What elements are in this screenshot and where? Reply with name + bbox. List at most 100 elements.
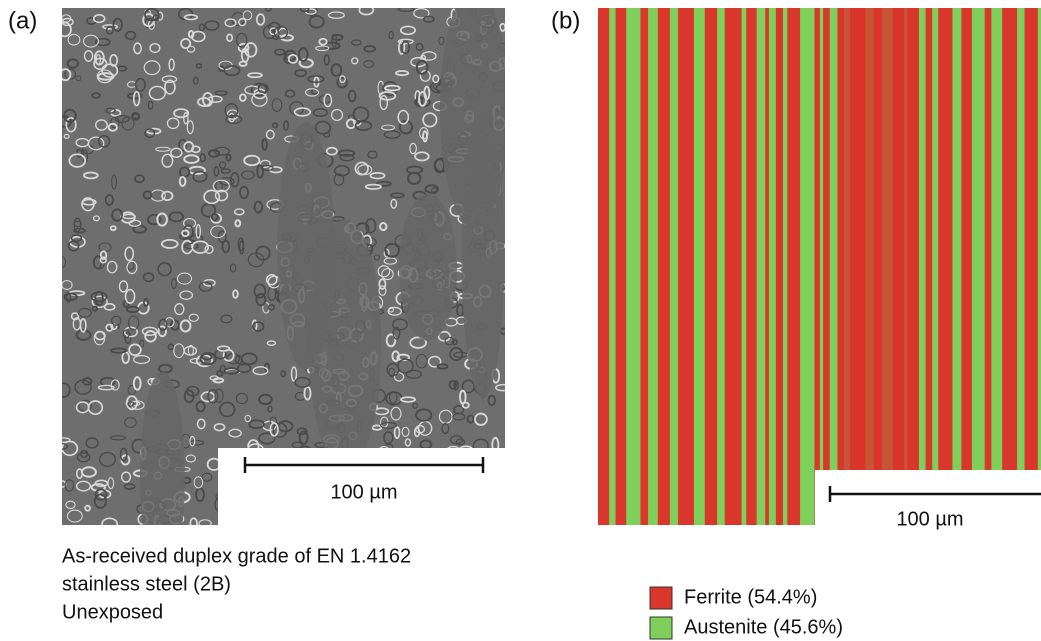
grain [384, 84, 401, 92]
grain [393, 372, 405, 382]
grain [371, 424, 383, 431]
grain [106, 260, 118, 274]
grain [415, 42, 424, 51]
grain [367, 509, 383, 522]
grain [103, 303, 116, 311]
grain [308, 15, 325, 29]
grain [122, 213, 136, 220]
grain [407, 171, 422, 185]
grain [111, 315, 122, 326]
grain [73, 227, 86, 234]
grain [198, 281, 213, 292]
grain [214, 388, 224, 403]
grain [203, 189, 221, 205]
scale-bar-label: 100 µm [330, 481, 397, 503]
grain [296, 427, 308, 436]
grain [265, 129, 275, 140]
grain [336, 76, 348, 89]
grain [287, 53, 299, 64]
grain [176, 272, 193, 285]
grain [126, 260, 138, 275]
grain [470, 498, 482, 504]
grain [66, 58, 79, 69]
grain [99, 250, 108, 261]
grain [411, 496, 429, 505]
grain [225, 153, 232, 162]
grain [127, 401, 135, 407]
grain [98, 451, 116, 467]
grain [66, 509, 83, 523]
grain [168, 211, 185, 223]
grain [262, 24, 277, 40]
grain [284, 89, 296, 98]
grain [114, 115, 130, 123]
grain [444, 445, 462, 461]
grain [179, 319, 192, 333]
grain [111, 208, 124, 222]
grain [412, 493, 429, 503]
grain [178, 138, 188, 152]
grain [422, 502, 432, 513]
grain [237, 42, 250, 53]
grain [189, 435, 196, 447]
grain [147, 100, 154, 110]
grain [466, 414, 475, 424]
grain [333, 173, 345, 186]
grain [155, 146, 171, 152]
grain [186, 45, 196, 53]
ferrite-band [837, 8, 844, 525]
grain [339, 75, 346, 84]
grain [142, 272, 155, 283]
grain [131, 111, 140, 120]
ferrite-band [961, 8, 972, 525]
grain [397, 358, 414, 374]
grain [143, 60, 161, 76]
grain [296, 445, 314, 461]
scale-bar [243, 457, 485, 473]
grain [244, 85, 261, 95]
grain [260, 165, 274, 172]
grain [277, 420, 294, 433]
grain [94, 488, 108, 501]
grain [399, 25, 417, 36]
grain [70, 234, 83, 242]
grain [214, 90, 228, 96]
grain [274, 48, 286, 56]
grain [273, 25, 289, 39]
grain [381, 124, 395, 131]
grain [442, 479, 453, 493]
grain [405, 369, 422, 379]
grain [62, 440, 79, 457]
grain [85, 437, 99, 449]
grain [73, 220, 82, 228]
grain [198, 23, 205, 32]
grain [65, 500, 76, 509]
grain [75, 401, 90, 414]
grain [178, 175, 187, 187]
grain [102, 24, 119, 30]
grain [62, 280, 73, 290]
grain [250, 82, 268, 97]
grain [239, 185, 249, 200]
grain [62, 437, 71, 443]
grain [132, 376, 142, 391]
grain [201, 353, 213, 361]
grain [483, 513, 498, 522]
grain [65, 117, 77, 133]
grain [70, 312, 80, 321]
grain [400, 40, 411, 55]
scale-bar-label: 100 µm [896, 508, 963, 530]
grain [224, 103, 239, 119]
grain [458, 510, 471, 525]
grain [220, 314, 233, 324]
grain [63, 108, 77, 123]
grain [157, 325, 167, 338]
grain [204, 244, 214, 254]
grain [220, 470, 234, 484]
grain [252, 490, 266, 499]
grain [347, 89, 357, 103]
grain [216, 345, 231, 352]
grain [230, 172, 240, 188]
grain [417, 500, 434, 507]
grain [285, 510, 302, 521]
